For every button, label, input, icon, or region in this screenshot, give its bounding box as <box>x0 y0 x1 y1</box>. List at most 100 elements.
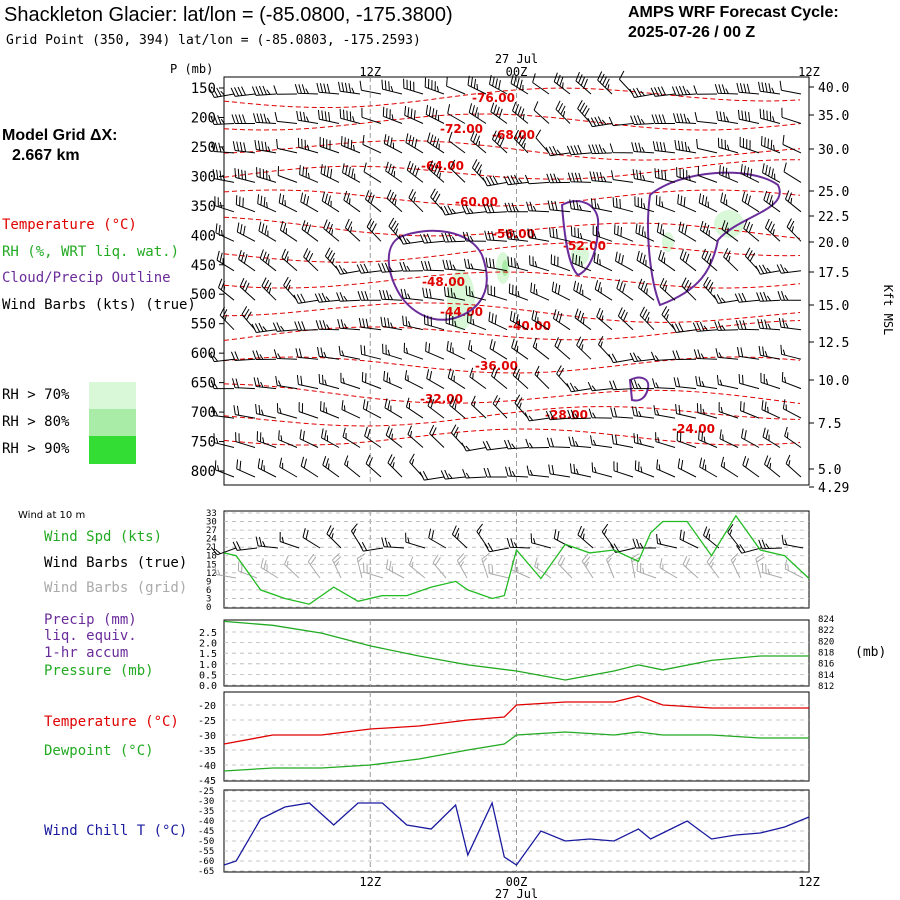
wind-barb <box>612 197 634 213</box>
wind-barb <box>556 365 571 389</box>
wind-chill-ytick-label: -60 <box>198 857 214 867</box>
wind-barb <box>744 247 760 272</box>
wind-barb <box>231 114 255 124</box>
wind-barb <box>569 463 592 478</box>
wind-barb <box>696 138 718 154</box>
wind-barb-true <box>484 542 510 553</box>
wind-barb <box>592 225 613 242</box>
wind-barb <box>358 317 382 331</box>
pressure-ytick-label: 814 <box>818 671 834 681</box>
pressure-ytick-label: 822 <box>818 626 834 636</box>
wind-barb <box>550 254 571 272</box>
wind-barb <box>381 79 403 95</box>
wind-barb <box>320 401 340 419</box>
wind-barb <box>531 309 550 331</box>
legend-wind-barbs: Wind Barbs (kts) (true) <box>2 297 196 313</box>
wind-barb <box>404 370 424 390</box>
wind-ytick-label: 12 <box>206 569 217 579</box>
wind-barb <box>440 469 466 480</box>
wind-barb-true <box>302 528 321 549</box>
wind-barb <box>734 292 760 303</box>
wind-barb <box>554 337 571 360</box>
wind-barb <box>321 191 340 213</box>
wind-barb <box>274 111 298 124</box>
wind-barb <box>546 173 571 184</box>
temperature-contour-label: -24.00 <box>672 422 715 436</box>
wind-barb <box>402 315 424 331</box>
wind-barb <box>758 81 781 95</box>
wind-barb <box>781 371 802 390</box>
wind-barb <box>512 366 529 389</box>
wind-barb <box>694 111 718 124</box>
wind-barb <box>699 457 718 478</box>
wind-ytick-label: 6 <box>206 586 211 596</box>
wind-barb <box>363 162 382 183</box>
wind-barb <box>445 313 466 331</box>
wind-barb <box>714 321 739 331</box>
wind-barb <box>236 459 256 478</box>
wind-barb-grid <box>363 562 384 579</box>
wind-barb <box>608 116 634 127</box>
wind-barb <box>779 80 802 95</box>
wind-barb <box>344 455 361 478</box>
wind-barb <box>572 253 592 272</box>
wind-barb <box>426 132 445 154</box>
wind-barb <box>511 338 529 360</box>
wind-barb <box>209 352 235 363</box>
wind-barb <box>526 201 550 213</box>
wind-barb <box>503 439 529 450</box>
pressure-ytick-label: 818 <box>818 649 834 659</box>
wind-barb-true <box>553 529 573 549</box>
wind-barb-true <box>727 524 741 549</box>
wind-barb <box>609 380 634 391</box>
legend-cloud: Cloud/Precip Outline <box>2 270 171 286</box>
wind-speed-line <box>223 514 810 605</box>
cloud-outline <box>628 376 650 402</box>
wind-barb <box>467 312 487 331</box>
wind-barb <box>631 406 655 419</box>
wind-barb <box>634 460 655 478</box>
wind-barb-grid <box>481 552 490 579</box>
precip-ytick-label: 0.0 <box>199 681 217 692</box>
rh-shading-area <box>571 245 589 265</box>
wind-barb <box>589 171 613 183</box>
wind-barb <box>465 285 487 301</box>
wind-barb <box>785 190 802 213</box>
wind-barb <box>218 278 235 301</box>
wind-barb <box>491 366 508 389</box>
wind-ytick-label: 33 <box>206 509 217 519</box>
wind-chill-ytick-label: -40 <box>198 817 214 827</box>
wind-barb <box>655 432 676 448</box>
pressure-unit-label: (mb) <box>855 645 886 660</box>
wind-ytick-label: 18 <box>206 552 217 562</box>
wind-barb <box>338 345 361 360</box>
wind-barb <box>318 373 340 390</box>
wind-chill-panel: -25-30-35-40-45-50-55-60-65 <box>198 787 810 877</box>
wind-barb-true <box>610 543 636 553</box>
wind-barb <box>699 220 718 242</box>
wind-barb <box>720 456 739 478</box>
temperature-contour-label: -36.00 <box>475 359 518 373</box>
wind-barb <box>385 426 403 448</box>
wind-barb <box>780 344 802 360</box>
wind-barb <box>385 161 403 183</box>
wind-barb <box>403 342 424 360</box>
wind-barb <box>659 277 676 301</box>
pressure-tick-label: 700 <box>191 405 216 421</box>
temperature-contour-label: -76.00 <box>472 91 515 105</box>
height-tick-label: 25.0 <box>818 185 849 200</box>
wind-barb <box>720 192 739 213</box>
wind-barb <box>655 195 676 213</box>
wind-barb <box>320 164 340 183</box>
temperature-contour-label: -32.00 <box>420 392 463 406</box>
wind-barb <box>503 174 529 186</box>
wind-barb <box>697 166 718 183</box>
wind-ytick-label: 24 <box>206 535 217 545</box>
wind-barb-grid <box>385 559 405 579</box>
wind-barb <box>298 402 319 419</box>
wind-barb <box>575 71 592 95</box>
wind-barb-grid <box>260 558 279 579</box>
wind-barb <box>587 116 613 128</box>
wind-barb <box>566 382 592 393</box>
wind-barb <box>483 467 507 478</box>
